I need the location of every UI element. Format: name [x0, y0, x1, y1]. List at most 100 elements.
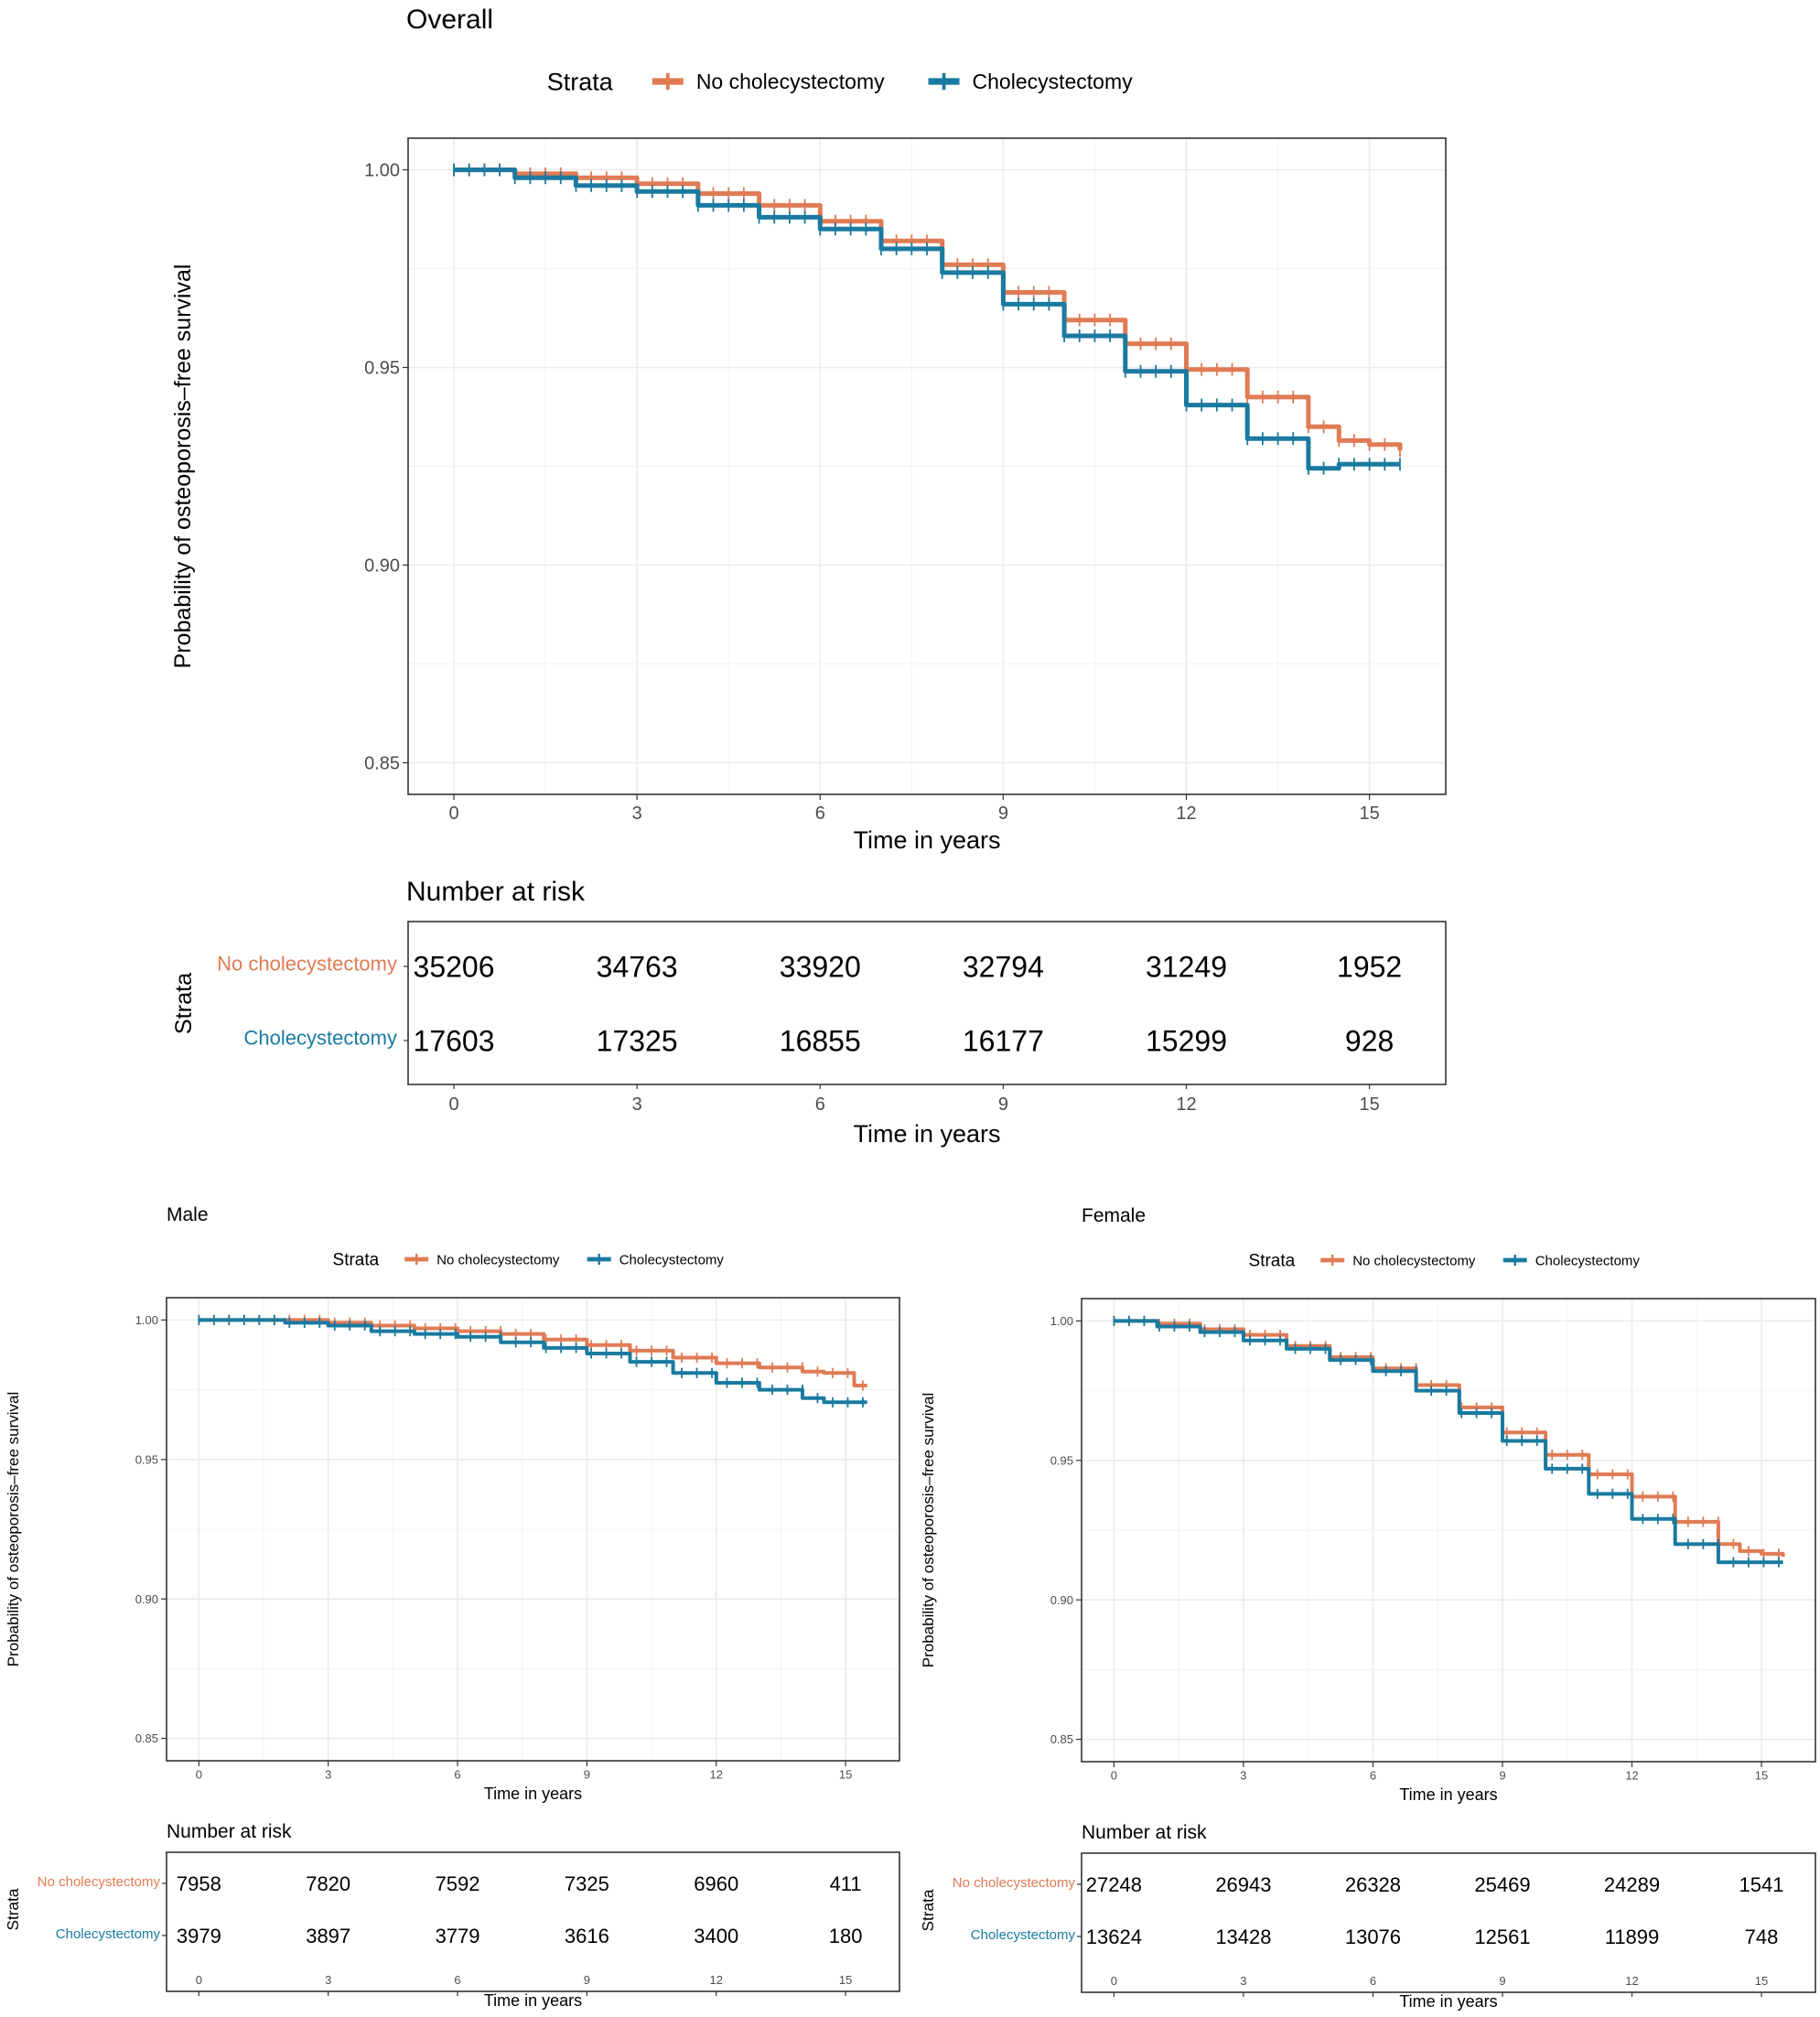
x-tick-label: 9 — [1499, 1769, 1505, 1783]
risk-value: 180 — [829, 1925, 863, 1947]
y-tick-label: 0.95 — [1050, 1453, 1073, 1467]
y-tick-label: 1.00 — [1050, 1314, 1073, 1328]
y-axis-label: Probability of osteoporosis–free surviva… — [5, 1392, 22, 1666]
legend-title: Strata — [547, 68, 614, 95]
y-tick-label: 0.90 — [135, 1592, 158, 1606]
y-axis-label: Probability of osteoporosis–free surviva… — [920, 1393, 937, 1667]
risk-x-axis-label: Time in years — [484, 1991, 582, 2010]
risk-value: 13428 — [1215, 1925, 1271, 1948]
risk-table-frame — [1081, 1852, 1816, 1993]
x-tick-label: 6 — [1370, 1769, 1376, 1783]
risk-value: 35206 — [414, 951, 495, 984]
censor-marks-chole — [453, 163, 1401, 475]
x-tick-label: 15 — [839, 1768, 852, 1782]
x-tick-label: 15 — [1359, 804, 1379, 824]
risk-table-frame — [166, 1851, 900, 1992]
risk-value: 24289 — [1604, 1873, 1660, 1896]
y-tick-label: 0.85 — [1050, 1732, 1073, 1746]
risk-x-tick-label: 6 — [1370, 1974, 1376, 1988]
risk-value: 26943 — [1215, 1873, 1271, 1896]
risk-value: 6960 — [694, 1872, 738, 1895]
risk-x-tick-label: 3 — [632, 1095, 642, 1115]
risk-strata-label: Strata — [919, 1889, 937, 1931]
risk-value: 13624 — [1086, 1925, 1142, 1948]
chart-title: Female — [1082, 1205, 1146, 1226]
x-tick-label: 0 — [196, 1768, 202, 1782]
risk-x-tick-label: 0 — [448, 1095, 458, 1115]
risk-strata-label: Strata — [171, 972, 197, 1034]
x-tick-label: 3 — [1240, 1769, 1246, 1783]
risk-value: 26328 — [1345, 1873, 1401, 1896]
x-axis-label: Time in years — [484, 1785, 582, 1803]
risk-value: 16855 — [780, 1025, 861, 1058]
y-tick-label: 0.90 — [1050, 1593, 1073, 1607]
risk-value: 27248 — [1086, 1873, 1142, 1896]
risk-value: 7325 — [565, 1872, 609, 1895]
y-tick-label: 0.95 — [364, 359, 400, 379]
risk-row-label: No cholecystectomy — [38, 1874, 161, 1890]
risk-table: Number at risk No cholecystectomy 7958 7820… — [4, 1821, 900, 2010]
risk-table-title: Number at risk — [167, 1821, 292, 1842]
risk-value: 411 — [830, 1872, 862, 1895]
risk-x-tick-label: 0 — [1111, 1974, 1117, 1988]
risk-value: 3616 — [565, 1925, 609, 1947]
legend-label: Cholecystectomy — [619, 1252, 725, 1267]
risk-value: 34763 — [597, 951, 678, 984]
risk-x-tick-label: 12 — [710, 1973, 723, 1987]
risk-value: 33920 — [780, 951, 861, 984]
x-tick-label: 9 — [584, 1768, 590, 1782]
risk-x-tick-label: 15 — [1755, 1974, 1768, 1988]
risk-table: Number at risk No cholecystectomy 35206 347… — [171, 877, 1447, 1148]
x-tick-label: 12 — [1176, 804, 1196, 824]
chart-male: Male Strata No cholecystectomy Cholecystect… — [4, 1204, 900, 2010]
x-tick-label: 3 — [325, 1768, 331, 1782]
risk-value: 11899 — [1605, 1925, 1660, 1948]
risk-x-tick-label: 9 — [1499, 1974, 1505, 1988]
risk-value: 16177 — [963, 1025, 1044, 1058]
chart-female: Female Strata No cholecystectomy Cholecyste… — [919, 1205, 1816, 2011]
x-tick-label: 0 — [1111, 1769, 1117, 1783]
risk-value: 3897 — [306, 1925, 350, 1947]
risk-value: 3779 — [436, 1925, 480, 1947]
chart-title: Male — [167, 1204, 209, 1225]
y-axis-label: Probability of osteoporosis–free surviva… — [170, 264, 196, 669]
risk-x-axis-label: Time in years — [1399, 1992, 1497, 2011]
legend-label: Cholecystectomy — [973, 70, 1134, 93]
legend: Strata No cholecystectomy Cholecystectomy — [547, 68, 1133, 95]
risk-value: 13076 — [1345, 1925, 1401, 1948]
risk-x-tick-label: 15 — [1359, 1095, 1379, 1115]
risk-value: 17603 — [414, 1025, 495, 1058]
risk-table: Number at risk No cholecystectomy 27248 269… — [919, 1822, 1816, 2011]
x-tick-label: 3 — [632, 804, 642, 824]
risk-table-title: Number at risk — [1082, 1822, 1207, 1843]
y-tick-label: 1.00 — [364, 161, 400, 181]
risk-row-label: No cholecystectomy — [217, 952, 397, 975]
y-tick-label: 0.90 — [364, 555, 400, 576]
risk-row-label: Cholecystectomy — [243, 1026, 397, 1049]
chart-title: Overall — [406, 5, 493, 35]
risk-x-tick-label: 12 — [1625, 1974, 1638, 1988]
x-tick-label: 12 — [710, 1768, 723, 1782]
km-curve-chole — [1114, 1319, 1783, 1565]
censor-marks-chole — [198, 1314, 864, 1408]
y-tick-label: 0.85 — [364, 753, 400, 773]
risk-row-label: No cholecystectomy — [953, 1875, 1076, 1891]
risk-value: 3979 — [177, 1925, 221, 1947]
chart-overall: Overall Strata No cholecystectomy Cholecyst… — [170, 5, 1447, 1148]
x-axis-label: Time in years — [1399, 1785, 1497, 1804]
censor-marks-chole — [1113, 1315, 1780, 1568]
risk-value: 7592 — [436, 1872, 480, 1895]
risk-value: 3400 — [694, 1925, 738, 1947]
risk-x-tick-label: 6 — [815, 1095, 825, 1115]
risk-table-title: Number at risk — [406, 877, 586, 907]
x-tick-label: 6 — [815, 804, 825, 824]
legend-title: Strata — [333, 1251, 380, 1270]
legend-label: No cholecystectomy — [1352, 1253, 1476, 1268]
risk-x-tick-label: 15 — [839, 1973, 852, 1987]
risk-value: 17325 — [597, 1025, 678, 1058]
risk-strata-label: Strata — [4, 1888, 22, 1930]
risk-x-tick-label: 0 — [196, 1973, 202, 1987]
y-tick-label: 1.00 — [135, 1313, 158, 1327]
legend: Strata No cholecystectomy Cholecystectomy — [333, 1251, 725, 1270]
risk-row-label: Cholecystectomy — [56, 1926, 161, 1942]
